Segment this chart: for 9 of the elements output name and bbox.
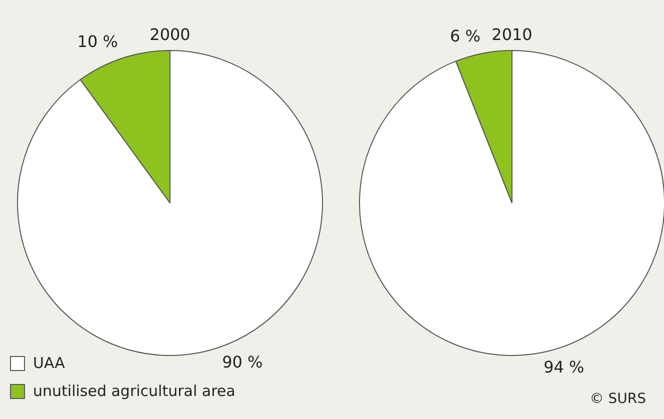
legend-label: unutilised agricultural area: [33, 382, 236, 400]
data-label: 94 %: [544, 358, 584, 377]
legend-label: UAA: [33, 354, 65, 372]
chart-title: 2010: [492, 25, 532, 44]
data-label: 10 %: [77, 32, 118, 51]
text: © SURS: [590, 391, 646, 407]
chart-title: 2000: [150, 25, 190, 44]
data-label: 90 %: [222, 352, 263, 372]
data-label: 6 %: [450, 26, 480, 46]
